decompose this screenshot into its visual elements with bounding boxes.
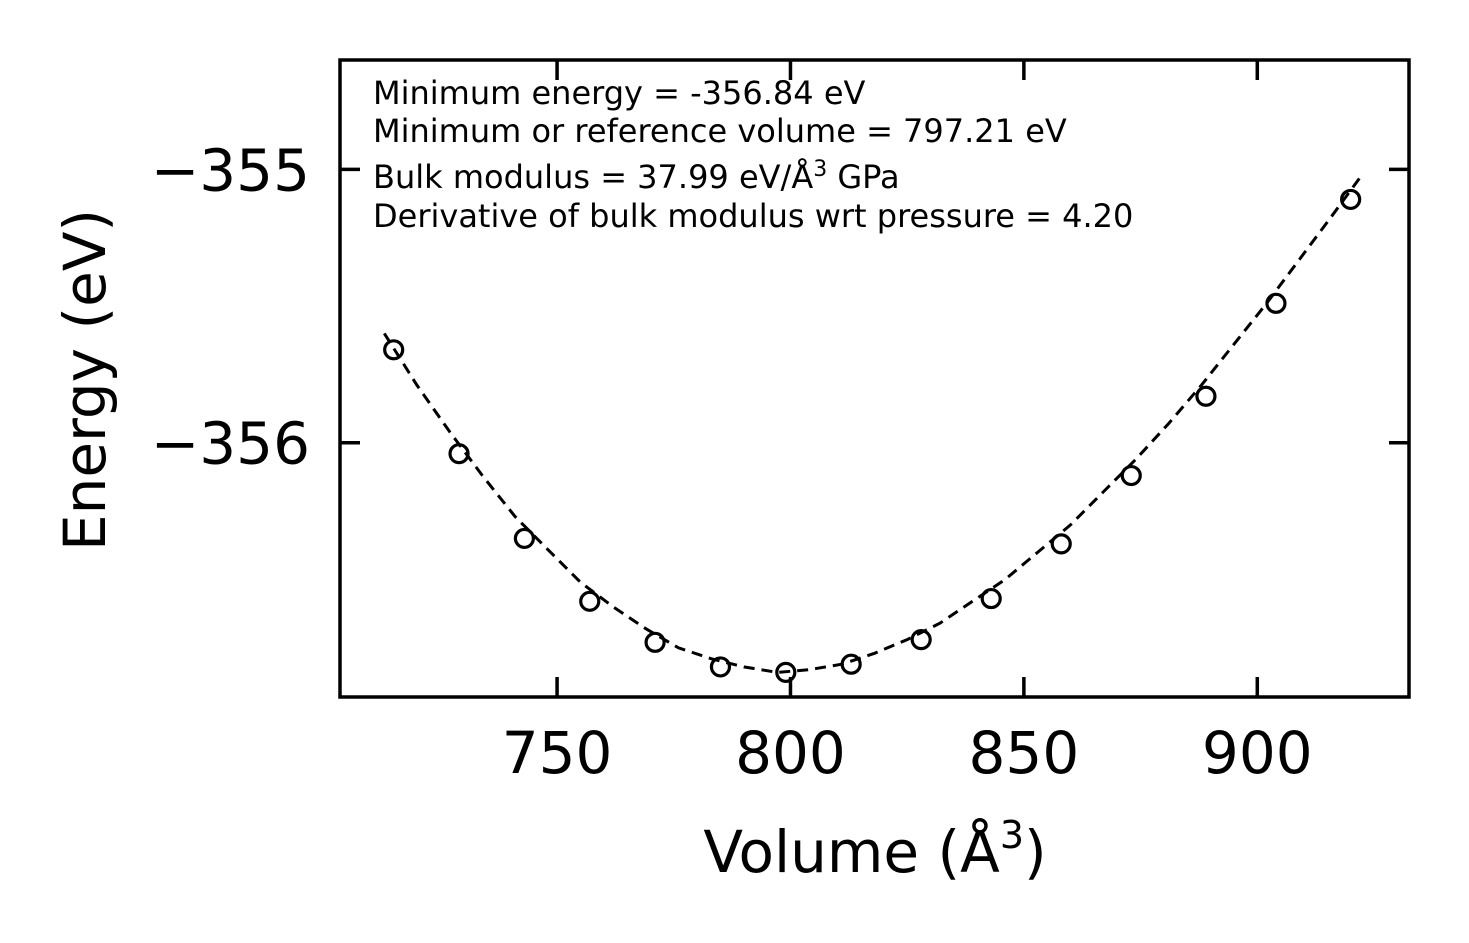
annotation-bulk-modulus-post: GPa: [827, 158, 899, 196]
annotation-min-energy: Minimum energy = -356.84 eV: [373, 74, 866, 112]
data-point: [1195, 385, 1217, 407]
x-axis-label: Volume (Å3): [703, 813, 1046, 886]
annotation-box: Minimum energy = -356.84 eV Minimum or r…: [373, 74, 1133, 235]
data-point: [1120, 464, 1142, 487]
data-point: [1050, 533, 1072, 555]
annotation-min-volume: Minimum or reference volume = 797.21 eV: [373, 112, 1067, 150]
annotation-bulk-modulus-derivative: Derivative of bulk modulus wrt pressure …: [373, 197, 1133, 235]
x-tick-label: 850: [969, 719, 1080, 787]
data-point: [513, 527, 535, 550]
x-axis-label-sup: 3: [1000, 813, 1024, 857]
data-point: [1265, 292, 1287, 314]
data-point: [448, 443, 470, 465]
data-point: [1340, 188, 1362, 211]
plot-area: 750 800 850 900 −355 −356: [151, 58, 1411, 787]
y-axis-label: Energy (eV): [51, 209, 119, 551]
y-tick-label: −356: [151, 410, 310, 478]
data-point: [980, 587, 1002, 610]
x-axis-label-main: Volume (Å: [703, 817, 1000, 886]
data-point: [910, 628, 932, 651]
data-point: [709, 656, 732, 678]
annotation-bulk-modulus: Bulk modulus = 37.99 eV/Å3 GPa: [373, 157, 900, 196]
y-tick-label: −355: [151, 136, 310, 204]
fit-curve: [383, 176, 1362, 674]
data-point: [383, 339, 405, 361]
x-axis-label-suffix: ): [1024, 818, 1047, 886]
data-point: [579, 590, 601, 612]
annotation-bulk-modulus-pre: Bulk modulus = 37.99 eV/Å: [373, 158, 813, 196]
x-tick-label: 800: [735, 719, 846, 787]
data-point: [840, 653, 862, 675]
annotation-bulk-modulus-sup: 3: [813, 157, 827, 182]
data-point: [644, 631, 666, 653]
plot-frame: [338, 58, 1411, 699]
x-tick-label: 900: [1202, 719, 1313, 787]
x-tick-label: 750: [502, 719, 613, 787]
data-point: [775, 661, 797, 683]
